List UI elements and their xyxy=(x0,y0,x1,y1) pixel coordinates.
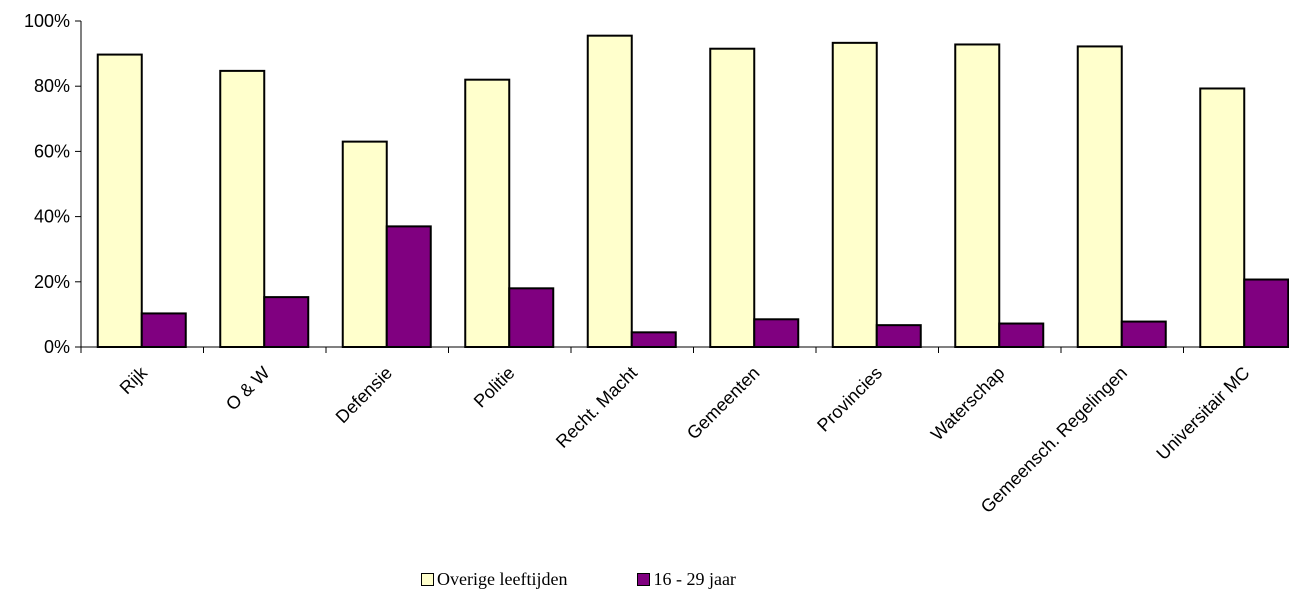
legend-label-overige: Overige leeftijden xyxy=(437,569,568,589)
bar xyxy=(341,140,388,348)
bar xyxy=(753,318,800,349)
legend-swatch-overige xyxy=(421,573,434,586)
x-category-label: O & W xyxy=(222,363,274,415)
bar xyxy=(630,331,677,348)
bar-chart: 0% 20% 40% 60% 80% 100% Rijk O & W Defensie Polit… xyxy=(24,11,1289,517)
y-tick-label: 100% xyxy=(24,11,70,31)
bar xyxy=(219,69,266,349)
legend-label-16-29: 16 - 29 jaar xyxy=(653,569,736,589)
bar xyxy=(709,47,756,349)
bar xyxy=(1243,278,1289,349)
x-category-label: Waterschap xyxy=(927,363,1009,445)
x-category-label: Recht. Macht xyxy=(552,363,641,452)
y-tick-label: 80% xyxy=(34,76,70,96)
bar xyxy=(998,322,1045,349)
bar xyxy=(508,287,555,349)
x-category-label: Provincies xyxy=(813,363,886,436)
y-tick-label: 60% xyxy=(34,141,70,161)
x-category-label: Politie xyxy=(470,363,519,412)
bar xyxy=(831,41,878,348)
legend-swatch-16-29 xyxy=(637,573,651,586)
bar xyxy=(140,312,187,348)
bar xyxy=(96,53,143,348)
legend-item-16-29: 16 - 29 jaar xyxy=(637,569,736,590)
x-category-label: Universitair MC xyxy=(1152,363,1253,464)
bar xyxy=(385,225,432,349)
chart-legend: Overige leeftijden 16 - 29 jaar xyxy=(421,569,736,590)
x-category-label: Gemeensch. Regelingen xyxy=(977,363,1131,517)
legend-item-overige: Overige leeftijden xyxy=(421,569,567,590)
bar xyxy=(1120,320,1167,348)
x-category-label: Defensie xyxy=(332,363,396,427)
y-tick-label: 20% xyxy=(34,272,70,292)
bar xyxy=(875,324,922,348)
bar xyxy=(954,43,1001,349)
x-category-label: Rijk xyxy=(116,362,152,398)
bar xyxy=(1076,45,1123,348)
bar xyxy=(1199,87,1246,349)
bar xyxy=(464,78,511,349)
y-tick-label: 0% xyxy=(44,337,70,357)
bar xyxy=(586,34,633,348)
y-tick-label: 40% xyxy=(34,207,70,227)
x-category-label: Gemeenten xyxy=(683,363,764,444)
bar xyxy=(263,296,310,349)
